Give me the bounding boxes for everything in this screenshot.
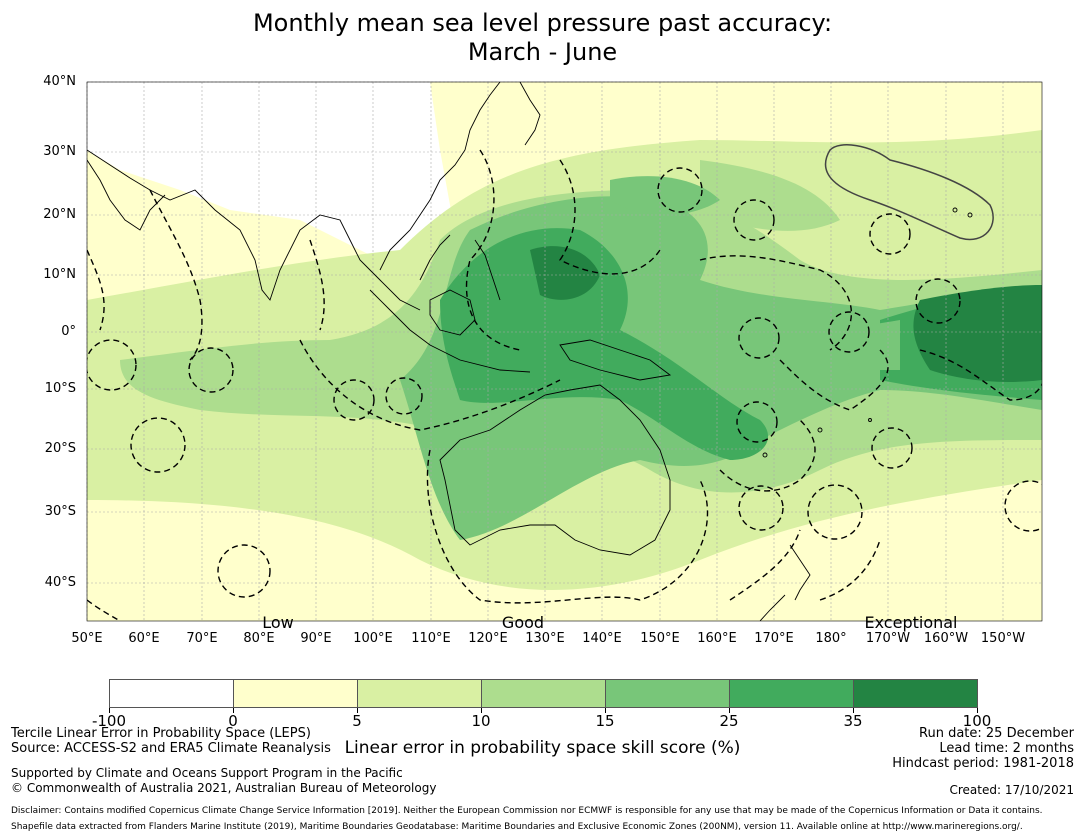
lon-label: 140°E	[582, 631, 622, 646]
chart-title-line2: March - June	[467, 38, 618, 66]
colorbar-tick: 10	[471, 712, 491, 730]
colorbar-tick: 25	[719, 712, 739, 730]
colorbar-segment	[729, 679, 854, 708]
lat-label-30s: 30°S	[44, 504, 76, 519]
colorbar-tick-mark	[233, 708, 234, 713]
copyright-text: © Commonwealth of Australia 2021, Austra…	[11, 781, 437, 795]
colorbar-tick-mark	[605, 708, 606, 713]
map-frame	[86, 81, 1043, 622]
lat-label-40s: 40°S	[44, 575, 76, 590]
category-low: Low	[262, 613, 294, 632]
lat-label-20s: 20°S	[44, 441, 76, 456]
lat-label-0: 0°	[61, 324, 76, 339]
lat-label-30n: 30°N	[43, 144, 76, 159]
colorbar-tick-mark	[357, 708, 358, 713]
colorbar-tick-mark	[109, 708, 110, 713]
lon-label: 90°E	[300, 631, 332, 646]
lon-label: 50°E	[71, 631, 103, 646]
colorbar-segment	[481, 679, 606, 708]
hawaii-eez-outline	[824, 144, 994, 241]
colorbar-segment	[605, 679, 730, 708]
colorbar-tick-mark	[729, 708, 730, 713]
lon-label: 150°E	[640, 631, 680, 646]
lat-label-20n: 20°N	[43, 207, 76, 222]
lon-label: 150°W	[980, 631, 1026, 646]
category-good: Good	[501, 613, 545, 632]
lon-label: 70°E	[186, 631, 218, 646]
colorbar-tick: 15	[595, 712, 615, 730]
lon-label: 110°E	[411, 631, 451, 646]
lon-label: 100°E	[353, 631, 393, 646]
lon-label: 160°E	[697, 631, 737, 646]
colorbar-tick-mark	[977, 708, 978, 713]
lead-time: Lead time: 2 months	[939, 741, 1074, 756]
colorbar-segment	[853, 679, 978, 708]
colorbar-segment	[357, 679, 482, 708]
colorbar-tick: 35	[843, 712, 863, 730]
created-date: Created: 17/10/2021	[949, 783, 1074, 797]
colorbar-tick: -100	[91, 712, 127, 730]
colorbar-tick-mark	[853, 708, 854, 713]
shapefile-credit: Shapefile data extracted from Flanders M…	[11, 822, 1023, 832]
lon-label: 80°E	[243, 631, 275, 646]
colorbar-segment	[109, 679, 234, 708]
lon-label: 170°E	[754, 631, 794, 646]
lat-label-10s: 10°S	[44, 381, 76, 396]
lon-label: 180°	[815, 631, 847, 646]
colorbar-tick: 5	[352, 712, 362, 730]
chart-title-line1: Monthly mean sea level pressure past acc…	[252, 9, 833, 37]
colorbar-segment	[233, 679, 358, 708]
hindcast-period: Hindcast period: 1981-2018	[892, 756, 1074, 771]
lon-label: 120°E	[468, 631, 508, 646]
colorbar-tick-mark	[481, 708, 482, 713]
lon-label: 60°E	[128, 631, 160, 646]
graticule	[86, 81, 1042, 621]
eez-boundaries	[87, 149, 1042, 621]
colorbar-tick: 100	[962, 712, 992, 730]
method-text: Tercile Linear Error in Probability Spac…	[11, 726, 311, 741]
source-text: Source: ACCESS-S2 and ERA5 Climate Reana…	[11, 741, 331, 756]
lon-label: 130°E	[525, 631, 565, 646]
disclaimer-text: Disclaimer: Contains modified Copernicus…	[11, 806, 1043, 816]
support-text: Supported by Climate and Oceans Support …	[11, 766, 403, 780]
lat-label-40n: 40°N	[43, 74, 76, 89]
run-date: Run date: 25 December	[919, 726, 1074, 741]
category-exceptional: Exceptional	[864, 613, 958, 632]
lon-label: 170°W	[865, 631, 911, 646]
skill-field	[87, 82, 1042, 621]
lat-label-10n: 10°N	[43, 267, 76, 282]
lon-label: 160°W	[923, 631, 969, 646]
colorbar-label: Linear error in probability space skill …	[344, 738, 741, 758]
coastlines	[87, 82, 973, 621]
colorbar-tick: 0	[228, 712, 238, 730]
